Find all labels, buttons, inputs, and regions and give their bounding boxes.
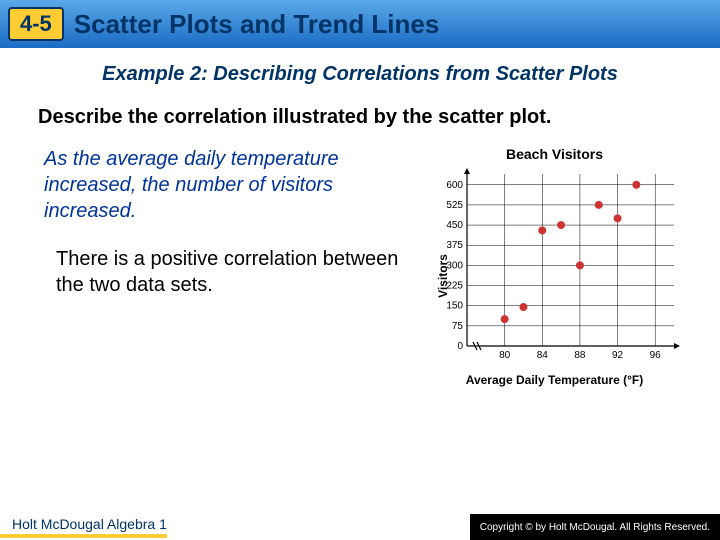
conclusion-text: There is a positive correlation between …	[38, 246, 417, 298]
chart-title: Beach Visitors	[427, 146, 682, 162]
instruction-text: Describe the correlation illustrated by …	[30, 105, 690, 130]
chart-column: Beach Visitors Visitors 80 84 88 92 96 0 75 150…	[427, 146, 682, 386]
svg-text:0: 0	[457, 341, 463, 352]
footer: Holt McDougal Algebra 1 Copyright © by H…	[0, 514, 720, 540]
svg-text:84: 84	[537, 350, 549, 361]
answer-text: As the average daily temperature increas…	[38, 146, 417, 224]
header-bar: 4-5 Scatter Plots and Trend Lines	[0, 0, 720, 48]
x-axis-label: Average Daily Temperature (°F)	[427, 373, 682, 387]
header-title: Scatter Plots and Trend Lines	[74, 9, 440, 40]
body-row: As the average daily temperature increas…	[30, 146, 690, 386]
footer-right: Copyright © by Holt McDougal. All Rights…	[470, 514, 720, 540]
svg-text:80: 80	[499, 350, 511, 361]
y-axis-label: Visitors	[436, 254, 450, 298]
section-badge: 4-5	[8, 7, 64, 41]
footer-left: Holt McDougal Algebra 1	[0, 516, 167, 538]
svg-text:96: 96	[650, 350, 662, 361]
svg-text:92: 92	[612, 350, 624, 361]
svg-text:375: 375	[446, 240, 463, 251]
scatter-svg: 8084889296075150225300375450525600	[427, 166, 682, 366]
svg-text:525: 525	[446, 200, 463, 211]
content-area: Example 2: Describing Correlations from …	[0, 48, 720, 386]
svg-text:450: 450	[446, 220, 463, 231]
svg-text:600: 600	[446, 180, 463, 191]
svg-text:75: 75	[452, 321, 464, 332]
scatter-plot: Visitors 8084889296075150225300375450525…	[427, 166, 682, 386]
text-column: As the average daily temperature increas…	[38, 146, 417, 386]
svg-text:88: 88	[574, 350, 586, 361]
example-title: Example 2: Describing Correlations from …	[30, 62, 690, 87]
svg-text:150: 150	[446, 301, 463, 312]
